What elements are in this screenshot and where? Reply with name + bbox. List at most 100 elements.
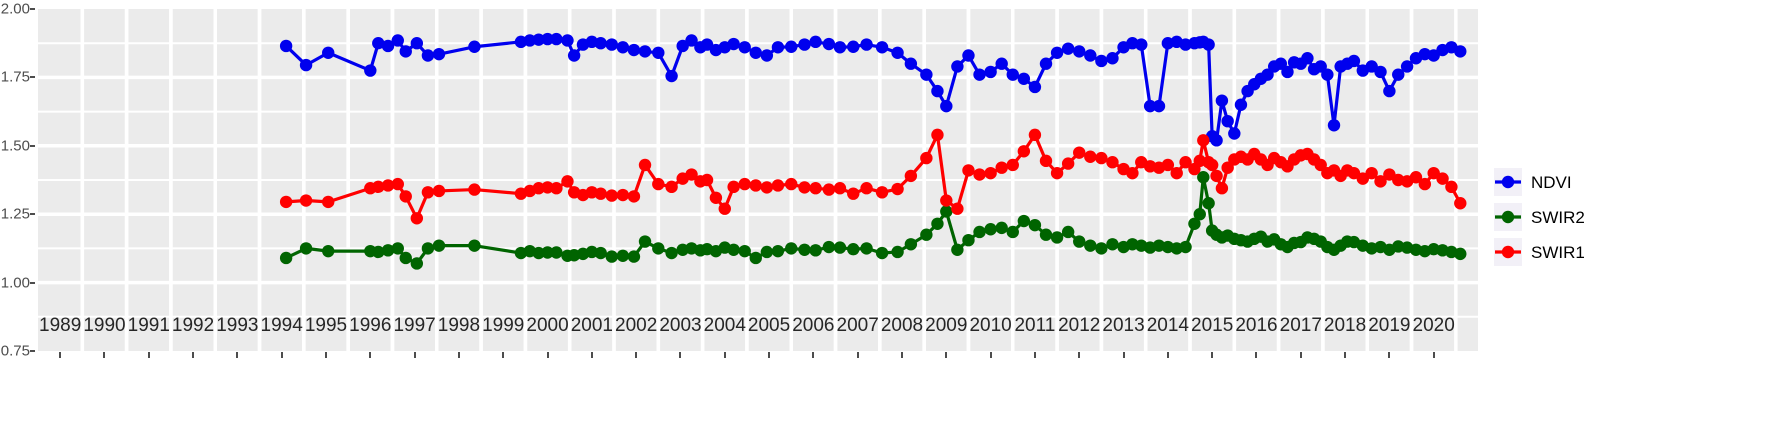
data-point <box>962 164 975 177</box>
x-tick-label: 1994 <box>260 315 303 336</box>
data-point <box>468 40 481 53</box>
x-tick-label: 2012 <box>1058 315 1101 336</box>
x-tick-mark <box>1255 352 1258 358</box>
legend-item-swir1[interactable]: SWIR1 <box>1494 238 1585 266</box>
data-point <box>1061 157 1075 170</box>
x-tick-label: 1998 <box>437 315 481 336</box>
data-point <box>920 151 933 165</box>
data-point <box>372 245 385 259</box>
data-point <box>616 41 630 54</box>
data-point <box>410 37 424 50</box>
x-tick-mark <box>192 352 195 358</box>
x-tick-mark <box>1211 352 1214 358</box>
data-point <box>1228 127 1241 140</box>
plot-panel <box>38 9 1478 351</box>
data-point <box>399 45 412 58</box>
x-tick-mark <box>635 352 638 358</box>
data-point <box>1106 52 1119 65</box>
legend-key-swatch <box>1494 203 1522 231</box>
x-tick-label: 1991 <box>127 315 170 336</box>
x-tick-label: 1989 <box>39 315 82 336</box>
x-tick-label: 1995 <box>304 315 348 336</box>
data-point <box>749 251 762 265</box>
data-point <box>299 194 313 207</box>
data-point <box>468 239 481 252</box>
data-point <box>594 246 607 260</box>
data-point <box>833 41 847 54</box>
data-point <box>1314 158 1327 172</box>
gridlines <box>38 9 1478 351</box>
data-point <box>1427 166 1440 180</box>
data-point <box>940 205 953 218</box>
data-point <box>1409 171 1423 184</box>
data-point <box>550 32 563 46</box>
data-point <box>1084 239 1097 252</box>
data-point <box>860 242 873 255</box>
data-point <box>847 40 860 53</box>
data-point <box>1188 217 1201 230</box>
data-point <box>364 64 377 77</box>
x-tick-mark <box>945 352 948 358</box>
data-point <box>372 37 385 50</box>
data-point <box>532 33 545 46</box>
data-point <box>627 43 641 57</box>
data-point <box>279 251 293 265</box>
x-tick-mark <box>413 352 416 358</box>
x-tick-label: 2013 <box>1102 315 1145 336</box>
data-point <box>973 68 986 81</box>
x-tick-label: 1996 <box>349 315 392 336</box>
data-point <box>700 173 714 187</box>
x-tick-label: 2005 <box>747 315 791 336</box>
data-point <box>638 235 652 248</box>
data-point <box>1143 99 1157 113</box>
x-tick-mark <box>1033 352 1036 358</box>
data-point <box>847 187 860 200</box>
data-point <box>1095 242 1108 255</box>
data-point <box>1400 60 1414 73</box>
data-point <box>322 244 335 258</box>
y-tick-label: 1.00 <box>0 274 30 292</box>
data-point <box>995 161 1008 174</box>
x-tick-mark <box>1122 352 1125 358</box>
data-point <box>1197 134 1210 147</box>
data-point <box>1084 49 1097 62</box>
y-tick-mark <box>30 76 35 79</box>
data-point <box>951 60 964 73</box>
data-point <box>410 212 424 225</box>
x-tick-label: 2000 <box>526 315 569 336</box>
data-point <box>749 179 762 192</box>
data-point <box>822 183 836 196</box>
data-point <box>1454 197 1467 210</box>
x-tick-label: 2001 <box>570 315 613 336</box>
data-point <box>1170 166 1183 180</box>
data-point <box>432 47 446 61</box>
legend-item-swir2[interactable]: SWIR2 <box>1494 203 1585 231</box>
data-point <box>1095 151 1108 165</box>
x-tick-mark <box>103 352 106 358</box>
data-point <box>421 186 435 199</box>
data-point <box>1017 72 1031 85</box>
x-tick-label: 2003 <box>659 315 702 336</box>
x-tick-mark <box>280 352 283 358</box>
data-point <box>760 49 774 62</box>
data-point <box>809 182 822 195</box>
data-point <box>1314 60 1327 73</box>
x-tick-mark <box>325 352 327 358</box>
x-tick-mark <box>59 352 62 358</box>
data-point <box>676 39 689 53</box>
x-tick-label: 1993 <box>216 315 259 336</box>
data-point <box>410 257 424 270</box>
data-point <box>931 84 944 98</box>
data-point <box>1383 168 1396 181</box>
y-tick-label: 0.75 <box>0 342 30 360</box>
x-tick-label: 2015 <box>1191 315 1234 336</box>
data-point <box>1261 68 1274 81</box>
data-point <box>605 38 618 51</box>
data-point <box>1454 247 1467 261</box>
data-point <box>685 34 698 47</box>
data-point <box>1234 98 1248 111</box>
legend-item-ndvi[interactable]: NDVI <box>1494 168 1585 196</box>
data-point <box>652 242 665 255</box>
legend-label: SWIR2 <box>1531 207 1585 227</box>
